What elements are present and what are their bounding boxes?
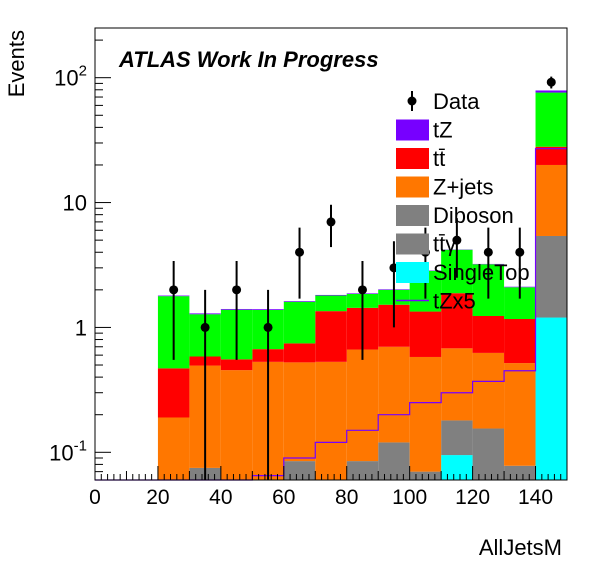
plot-frame	[94, 27, 568, 481]
bar-z-jets-bin-14	[535, 164, 567, 236]
legend-entry-diboson: Diboson	[396, 203, 514, 228]
bar-z-jets-bin-6	[283, 362, 316, 462]
bar-singletop-bin-11	[441, 455, 473, 480]
bar-z-jets-bin-7	[315, 361, 347, 480]
y-tick-label: 102	[54, 63, 87, 91]
legend-label: tt̄	[433, 146, 445, 171]
data-point	[546, 77, 556, 87]
x-tick-label: 140	[518, 486, 553, 509]
data-point	[515, 247, 525, 257]
bar-diboson-bin-12	[472, 428, 505, 480]
bar-diboson-bin-8	[346, 461, 379, 480]
y-axis: 10-1 1 10 102	[49, 39, 111, 481]
bar-z-jets-bin-4	[220, 370, 253, 480]
legend-swatch	[396, 148, 429, 169]
data-point	[200, 322, 210, 332]
legend-label: tt̄γ	[433, 232, 456, 257]
x-axis-title: AllJetsM	[479, 535, 562, 560]
stacked-histogram	[157, 90, 567, 480]
legend-entry-singletop: SingleTop	[396, 260, 530, 285]
legend-label: Data	[433, 89, 480, 114]
legend-label: tZx5	[433, 289, 476, 314]
data-point	[232, 285, 242, 295]
y-tick-label: 1	[75, 315, 87, 340]
bar-tt-bin-12	[472, 315, 505, 353]
bar-z-jets-bin-10	[409, 356, 442, 472]
bar-z-jets-bin-2	[157, 417, 190, 480]
bar-diboson-bin-13	[504, 465, 536, 480]
data-point	[263, 322, 273, 332]
bar-tt-bin-4	[220, 359, 253, 371]
x-tick-label: 60	[272, 486, 295, 509]
legend-swatch	[396, 176, 429, 198]
legend-entry-tt: tt̄	[396, 146, 445, 171]
bar-z-jets-bin-11	[441, 348, 473, 421]
legend-swatch	[396, 205, 429, 226]
data-point	[169, 285, 179, 295]
bar-tz-bin-14	[535, 90, 567, 93]
bar-tt-second-component-bin-6	[283, 301, 316, 344]
x-tick-label: 100	[392, 486, 427, 509]
bar-z-jets-bin-12	[472, 352, 505, 429]
legend-entry-data: Data	[407, 89, 480, 114]
data-points	[169, 76, 556, 480]
bar-z-jets-bin-9	[378, 346, 410, 443]
legend-swatch	[396, 233, 429, 255]
bar-diboson-bin-11	[441, 420, 473, 456]
bar-tt-bin-14	[535, 146, 567, 165]
data-point	[357, 285, 367, 295]
x-tick-label: 40	[209, 486, 232, 509]
bar-z-jets-bin-13	[504, 363, 536, 466]
bar-z-jets-bin-8	[346, 349, 379, 462]
data-point	[326, 217, 336, 227]
atlas-label: ATLAS Work In Progress	[118, 47, 379, 72]
bar-diboson-bin-9	[378, 442, 410, 480]
bar-singletop-bin-14	[535, 317, 567, 480]
legend-label: Diboson	[433, 203, 514, 228]
bar-diboson-bin-10	[409, 471, 442, 480]
y-tick-label: 10-1	[49, 437, 87, 465]
bar-tt-second-component-bin-14	[535, 92, 567, 147]
x-tick-label: 80	[335, 486, 358, 509]
bar-diboson-bin-14	[535, 235, 567, 318]
y-axis-title: Events	[4, 30, 29, 97]
x-tick-label: 0	[89, 486, 101, 509]
legend: Data tZ tt̄ Z+jets Diboson tt̄γ SingleTop tZx5	[396, 89, 530, 314]
bar-tt-second-component-bin-7	[315, 295, 347, 312]
x-tick-label: 120	[455, 486, 490, 509]
bar-tt-bin-13	[504, 319, 536, 364]
legend-entry-tzx5: tZx5	[396, 289, 476, 314]
bar-tz-bin-7	[315, 294, 347, 296]
legend-swatch	[396, 119, 429, 141]
bar-tt-bin-6	[283, 343, 316, 363]
legend-entry-tz: tZ	[396, 118, 453, 143]
bar-tt-bin-2	[157, 368, 190, 418]
data-point	[483, 247, 493, 257]
y-tick-label: 10	[63, 191, 87, 216]
legend-marker	[407, 96, 417, 106]
legend-label: tZ	[433, 118, 453, 143]
x-tick-label: 20	[146, 486, 169, 509]
legend-label: Z+jets	[433, 175, 494, 200]
legend-label: SingleTop	[433, 260, 530, 285]
legend-swatch	[396, 262, 429, 283]
bar-tt-bin-10	[409, 311, 442, 357]
bar-tz-bin-6	[283, 301, 316, 302]
legend-entry-tt: tt̄γ	[396, 232, 456, 257]
x-axis: 0 20 40 60 80 100 120 140	[89, 466, 568, 509]
bar-diboson-bin-6	[283, 461, 316, 480]
bar-tt-bin-11	[441, 293, 473, 349]
data-point	[295, 247, 305, 257]
legend-entry-z-jets: Z+jets	[396, 175, 494, 200]
data-point	[452, 235, 462, 245]
bar-tt-bin-7	[315, 311, 347, 362]
